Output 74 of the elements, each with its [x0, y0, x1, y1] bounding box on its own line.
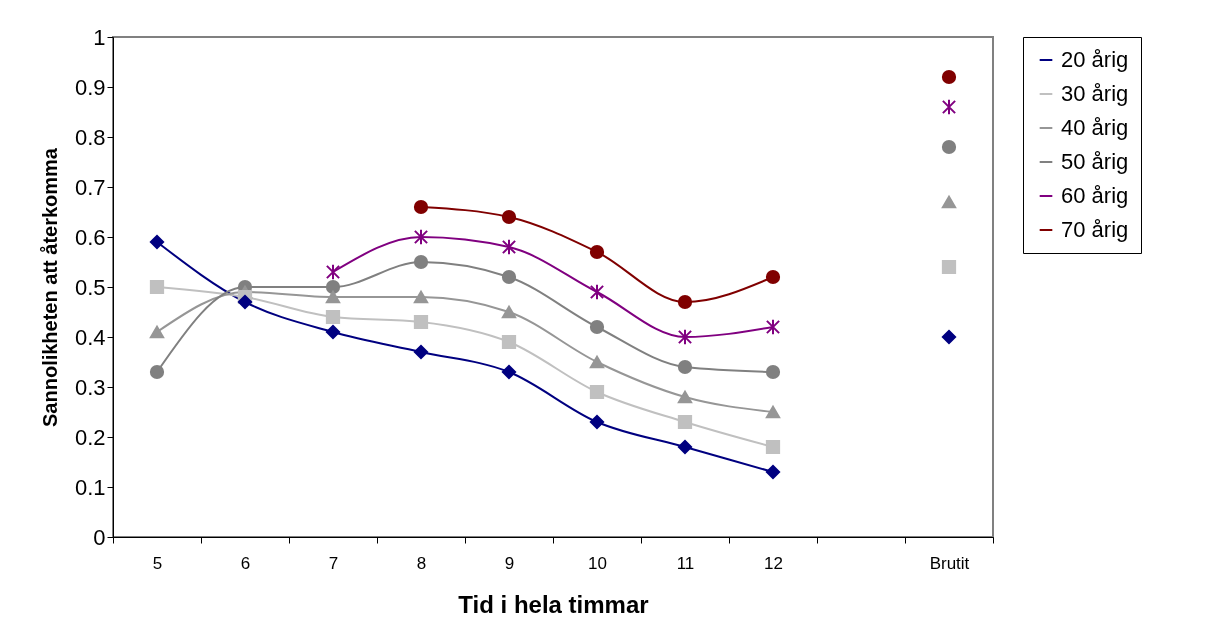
point	[413, 228, 429, 246]
point	[325, 324, 341, 340]
point	[589, 319, 605, 335]
x-tick-label: 9	[504, 553, 515, 573]
point	[765, 464, 781, 480]
point	[149, 234, 165, 250]
point	[941, 139, 957, 155]
point	[765, 364, 781, 380]
point	[325, 309, 341, 325]
y-tick-label: 0.3	[74, 374, 106, 400]
point	[501, 209, 517, 225]
legend-label: 50 årig	[1061, 149, 1129, 174]
x-tick-label: 10	[588, 553, 607, 573]
legend-label: 60 årig	[1061, 183, 1129, 208]
point	[149, 279, 165, 295]
point	[149, 325, 165, 339]
x-tick-label: 6	[240, 553, 251, 573]
point	[413, 254, 429, 270]
y-tick-label: 0.8	[74, 124, 106, 150]
point	[413, 199, 429, 215]
x-tick-label: Brutit	[929, 553, 970, 573]
point	[765, 439, 781, 455]
point	[149, 364, 165, 380]
y-tick-label: 0	[93, 524, 106, 550]
x-axis-title: Tid i hela timmar	[458, 590, 649, 618]
point	[765, 318, 781, 336]
y-tick-label: 1	[93, 24, 106, 50]
point	[413, 314, 429, 330]
point	[325, 279, 341, 295]
point	[677, 294, 693, 310]
point	[677, 359, 693, 375]
legend-label: 70 årig	[1061, 217, 1129, 242]
point	[501, 334, 517, 350]
legend-label: 40 årig	[1061, 115, 1129, 140]
point	[501, 305, 517, 319]
point	[413, 344, 429, 360]
y-tick-label: 0.6	[74, 224, 106, 250]
point	[501, 238, 517, 256]
point	[501, 269, 517, 285]
point	[941, 195, 957, 209]
point	[589, 355, 605, 369]
y-tick-label: 0.5	[74, 274, 106, 300]
point	[677, 390, 693, 404]
point	[941, 259, 957, 275]
y-tick-label: 0.1	[74, 474, 106, 500]
y-tick-label: 0.9	[74, 74, 106, 100]
point	[677, 414, 693, 430]
legend-label: 30 årig	[1061, 81, 1129, 106]
legend-label: 20 årig	[1061, 47, 1129, 72]
y-tick-label: 0.2	[74, 424, 106, 450]
x-tick-label: 5	[152, 553, 163, 573]
point	[677, 439, 693, 455]
point	[765, 269, 781, 285]
point	[501, 364, 517, 380]
point	[941, 98, 957, 116]
point	[589, 244, 605, 260]
x-tick-label: 12	[764, 553, 783, 573]
point	[237, 294, 253, 310]
y-tick-label: 0.7	[74, 174, 106, 200]
x-tick-label: 8	[416, 553, 427, 573]
x-tick-label: 7	[328, 553, 339, 573]
point	[765, 405, 781, 419]
x-tick-label: 11	[676, 553, 695, 573]
y-axis-title: Sannolikheten att återkomma	[38, 147, 61, 427]
y-tick-label: 0.4	[74, 324, 106, 350]
point	[325, 290, 341, 304]
point	[413, 290, 429, 304]
point	[589, 384, 605, 400]
point	[589, 414, 605, 430]
point	[325, 263, 341, 281]
point	[677, 328, 693, 346]
point	[589, 283, 605, 301]
point	[941, 329, 957, 345]
point	[941, 69, 957, 85]
